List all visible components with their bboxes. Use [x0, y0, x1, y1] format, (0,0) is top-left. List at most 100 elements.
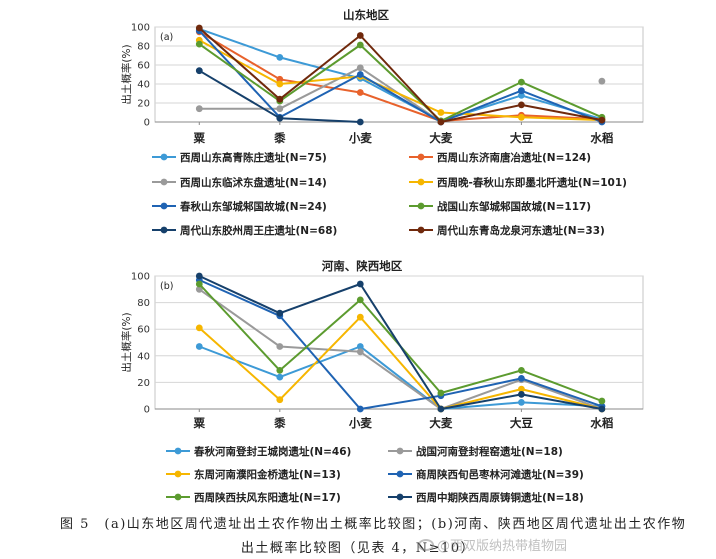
legend-item-a-5: 春秋山东邹城邾国故城(N=24) — [151, 199, 327, 213]
legend-swatch — [152, 153, 176, 161]
series-line — [198, 275, 603, 410]
data-point-a-2-3 — [356, 89, 364, 96]
data-point-a-8-3 — [356, 32, 364, 39]
data-point-a-8-2 — [276, 95, 284, 103]
data-point-b-3-1 — [195, 324, 203, 332]
data-point-b-6-4 — [437, 405, 445, 413]
y-tick-label: 100 — [131, 272, 150, 283]
legend-swatch-marker — [160, 178, 168, 186]
legend-swatch — [166, 470, 190, 478]
x-category-label: 小麦 — [348, 416, 372, 430]
series-line — [198, 39, 602, 122]
legend-label: 东周河南濮阳金桥遗址(N=13) — [194, 468, 341, 481]
data-point-a-3-1 — [195, 105, 203, 113]
legend-item-a-6: 战国山东邹城邾国故城(N=117) — [408, 199, 591, 213]
chart-title: 河南、陕西地区 — [322, 259, 403, 273]
legend-swatch — [152, 178, 176, 186]
legend-swatch-marker — [160, 202, 168, 210]
legend-swatch — [409, 178, 433, 186]
data-point-a-5-3 — [356, 71, 364, 78]
chart-title: 山东地区 — [343, 8, 389, 22]
y-axis-label: 出土概率(%) — [120, 312, 133, 372]
series-line — [198, 27, 603, 123]
y-tick-label: 80 — [137, 42, 150, 53]
legend-label: 西周山东济南唐冶遗址(N=124) — [437, 151, 592, 164]
x-category-label: 粟 — [193, 416, 206, 430]
x-category-label: 粟 — [193, 131, 206, 145]
legend-swatch-marker — [396, 447, 404, 455]
legend-swatch-marker — [417, 226, 425, 234]
x-category-label: 水稻 — [590, 131, 613, 145]
data-point-a-3-3 — [356, 64, 364, 72]
series-line — [198, 30, 602, 122]
x-category-label: 水稻 — [590, 416, 613, 430]
legend-swatch — [388, 470, 412, 478]
x-category-label: 大豆 — [510, 416, 533, 430]
data-point-b-4-3 — [356, 405, 364, 413]
y-tick-label: 20 — [137, 378, 150, 389]
data-point-b-1-2 — [276, 373, 284, 381]
series-line — [198, 27, 603, 122]
data-point-b-6-1 — [195, 272, 203, 280]
legend-item-b-2: 战国河南登封程窑遗址(N=18) — [387, 444, 563, 458]
data-point-b-1-5 — [518, 399, 525, 406]
legend-swatch — [388, 493, 412, 501]
series-line — [198, 288, 603, 410]
data-point-a-8-4 — [437, 118, 445, 126]
data-point-a-8-1 — [195, 24, 203, 32]
data-point-a-1-5 — [518, 92, 525, 99]
legend-label: 春秋河南登封王城岗遗址(N=46) — [194, 445, 352, 458]
data-point-b-5-1 — [195, 280, 203, 288]
x-category-label: 大麦 — [429, 416, 452, 430]
data-point-b-3-2 — [276, 396, 284, 404]
series-b-6 — [195, 272, 606, 413]
legend-item-a-2: 西周山东济南唐冶遗址(N=124) — [408, 150, 591, 164]
legend-label: 西周中期陕西周原铸铜遗址(N=18) — [416, 491, 584, 504]
legend-label: 西周山东临沭东盘遗址(N=14) — [180, 176, 327, 189]
chart-b: 0 20 40 60 80 100 粟 黍 小麦 大麦 大豆 水稻 河南、陕西地区 (b) 出土概率(%) — [120, 259, 644, 430]
legend-swatch-marker — [417, 178, 425, 186]
series-line — [198, 43, 603, 122]
data-point-a-7-2 — [276, 114, 284, 122]
series-line — [198, 316, 603, 410]
y-tick-label: 0 — [144, 118, 150, 129]
data-point-a-3-2 — [276, 105, 284, 113]
legend-item-b-3: 东周河南濮阳金桥遗址(N=13) — [165, 467, 341, 481]
legend-swatch-marker — [417, 153, 425, 161]
x-category-label: 小麦 — [348, 131, 372, 145]
chart-a: 0 20 40 60 80 100 粟 黍 小麦 大麦 大豆 水稻 山东地区 (a) 出土概率(%) — [120, 8, 644, 145]
legend-item-b-5: 西周陕西扶风东阳遗址(N=17) — [165, 490, 341, 504]
legend-item-a-1: 西周山东高青陈庄遗址(N=75) — [151, 150, 327, 164]
data-point-b-5-6 — [598, 397, 606, 405]
series-line — [198, 30, 603, 123]
data-point-a-8-5 — [518, 101, 525, 109]
legend-label: 西周山东高青陈庄遗址(N=75) — [180, 151, 327, 164]
data-point-a-7-1 — [195, 67, 203, 75]
data-point-a-1-2 — [276, 54, 284, 61]
y-tick-label: 80 — [137, 298, 150, 309]
data-point-b-6-6 — [598, 405, 606, 413]
legend-swatch — [166, 493, 190, 501]
y-tick-label: 20 — [137, 99, 150, 110]
data-point-a-6-5 — [518, 78, 525, 86]
y-tick-label: 100 — [131, 23, 150, 34]
data-point-b-5-3 — [356, 296, 364, 304]
x-category-label: 黍 — [273, 131, 286, 145]
data-point-a-6-3 — [356, 41, 364, 49]
series-a-8 — [195, 24, 606, 126]
legend-label: 西周陕西扶风东阳遗址(N=17) — [194, 491, 341, 504]
data-point-b-2-1 — [195, 285, 203, 293]
legend-swatch — [409, 226, 433, 234]
legend-swatch-marker — [174, 447, 182, 455]
y-tick-label: 60 — [137, 325, 150, 336]
legend-item-b-4: 商周陕西旬邑枣林河滩遗址(N=39) — [387, 467, 584, 481]
legend-swatch-marker — [174, 470, 182, 478]
legend-item-a-8: 周代山东青岛龙泉河东遗址(N=33) — [408, 223, 605, 237]
legend-label: 周代山东青岛龙泉河东遗址(N=33) — [437, 224, 605, 237]
y-tick-label: 40 — [137, 351, 150, 362]
legend-label: 战国河南登封程窑遗址(N=18) — [416, 445, 563, 458]
data-point-a-2-2 — [276, 75, 284, 83]
legend-swatch-marker — [417, 202, 425, 210]
